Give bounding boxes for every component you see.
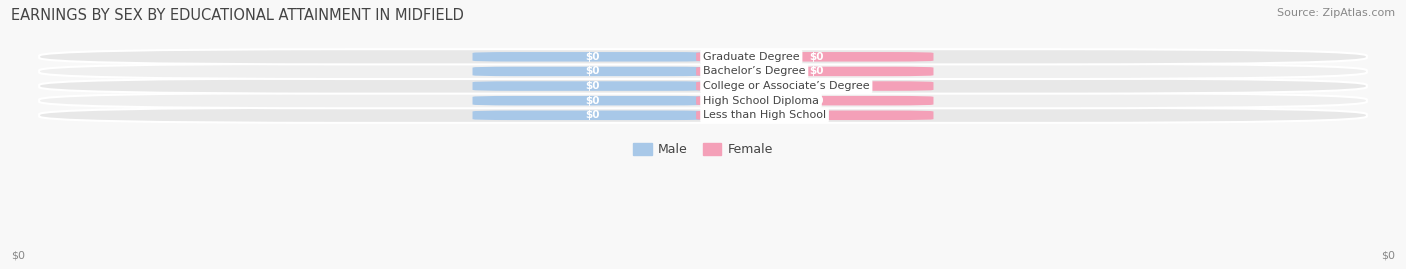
FancyBboxPatch shape [39, 64, 1367, 79]
FancyBboxPatch shape [696, 67, 934, 76]
FancyBboxPatch shape [696, 96, 934, 105]
FancyBboxPatch shape [472, 96, 710, 105]
Text: $0: $0 [586, 96, 600, 106]
Legend: Male, Female: Male, Female [628, 138, 778, 161]
Text: $0: $0 [586, 52, 600, 62]
Text: $0: $0 [11, 251, 25, 261]
FancyBboxPatch shape [39, 108, 1367, 123]
FancyBboxPatch shape [472, 81, 710, 91]
Text: $0: $0 [586, 110, 600, 120]
Text: College or Associate’s Degree: College or Associate’s Degree [703, 81, 870, 91]
FancyBboxPatch shape [472, 111, 710, 120]
Text: $0: $0 [586, 66, 600, 76]
FancyBboxPatch shape [472, 52, 710, 62]
FancyBboxPatch shape [696, 81, 934, 91]
FancyBboxPatch shape [39, 93, 1367, 108]
Text: Graduate Degree: Graduate Degree [703, 52, 800, 62]
Text: Less than High School: Less than High School [703, 110, 827, 120]
Text: $0: $0 [810, 110, 824, 120]
FancyBboxPatch shape [472, 67, 710, 76]
Text: $0: $0 [810, 96, 824, 106]
Text: $0: $0 [810, 66, 824, 76]
Text: High School Diploma: High School Diploma [703, 96, 820, 106]
FancyBboxPatch shape [696, 111, 934, 120]
Text: $0: $0 [586, 81, 600, 91]
FancyBboxPatch shape [696, 52, 934, 62]
Text: Bachelor’s Degree: Bachelor’s Degree [703, 66, 806, 76]
Text: $0: $0 [810, 52, 824, 62]
FancyBboxPatch shape [39, 49, 1367, 64]
Text: $0: $0 [810, 81, 824, 91]
Text: EARNINGS BY SEX BY EDUCATIONAL ATTAINMENT IN MIDFIELD: EARNINGS BY SEX BY EDUCATIONAL ATTAINMEN… [11, 8, 464, 23]
FancyBboxPatch shape [39, 79, 1367, 94]
Text: $0: $0 [1381, 251, 1395, 261]
Text: Source: ZipAtlas.com: Source: ZipAtlas.com [1277, 8, 1395, 18]
